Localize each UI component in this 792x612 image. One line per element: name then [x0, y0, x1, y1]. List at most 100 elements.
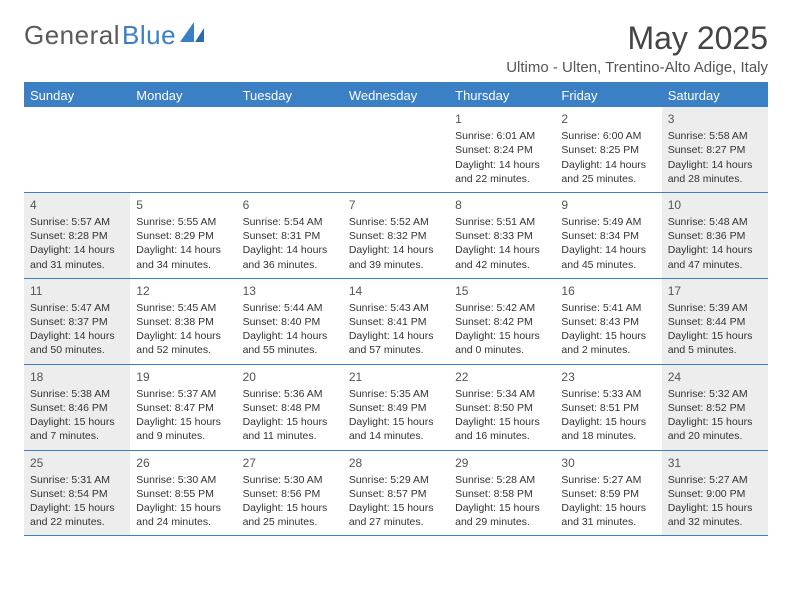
sunset-text: Sunset: 8:44 PM — [668, 315, 762, 329]
day-number: 17 — [668, 283, 762, 299]
sunrise-text: Sunrise: 5:44 AM — [243, 301, 337, 315]
daylight-text: Daylight: 15 hours and 24 minutes. — [136, 501, 230, 529]
day-cell: 29Sunrise: 5:28 AMSunset: 8:58 PMDayligh… — [449, 451, 555, 536]
day-number: 25 — [30, 455, 124, 471]
day-number: 12 — [136, 283, 230, 299]
day-number: 2 — [561, 111, 655, 127]
day-cell: 16Sunrise: 5:41 AMSunset: 8:43 PMDayligh… — [555, 279, 661, 364]
day-header: Tuesday — [237, 84, 343, 107]
day-cell-empty — [343, 107, 449, 192]
title-block: May 2025 Ultimo - Ulten, Trentino-Alto A… — [506, 20, 768, 76]
sunset-text: Sunset: 8:47 PM — [136, 401, 230, 415]
sunset-text: Sunset: 8:37 PM — [30, 315, 124, 329]
week-row: 4Sunrise: 5:57 AMSunset: 8:28 PMDaylight… — [24, 193, 768, 279]
sunset-text: Sunset: 8:43 PM — [561, 315, 655, 329]
day-cell: 27Sunrise: 5:30 AMSunset: 8:56 PMDayligh… — [237, 451, 343, 536]
sunrise-text: Sunrise: 5:29 AM — [349, 473, 443, 487]
daylight-text: Daylight: 15 hours and 9 minutes. — [136, 415, 230, 443]
day-cell: 28Sunrise: 5:29 AMSunset: 8:57 PMDayligh… — [343, 451, 449, 536]
sunrise-text: Sunrise: 5:43 AM — [349, 301, 443, 315]
day-number: 5 — [136, 197, 230, 213]
day-number: 19 — [136, 369, 230, 385]
day-header: Friday — [555, 84, 661, 107]
day-header: Monday — [130, 84, 236, 107]
daylight-text: Daylight: 14 hours and 57 minutes. — [349, 329, 443, 357]
sunset-text: Sunset: 8:59 PM — [561, 487, 655, 501]
sunrise-text: Sunrise: 5:28 AM — [455, 473, 549, 487]
day-cell: 15Sunrise: 5:42 AMSunset: 8:42 PMDayligh… — [449, 279, 555, 364]
sunrise-text: Sunrise: 6:01 AM — [455, 129, 549, 143]
daylight-text: Daylight: 14 hours and 45 minutes. — [561, 243, 655, 271]
day-header: Thursday — [449, 84, 555, 107]
day-number: 16 — [561, 283, 655, 299]
day-header: Saturday — [662, 84, 768, 107]
daylight-text: Daylight: 15 hours and 22 minutes. — [30, 501, 124, 529]
sunrise-text: Sunrise: 5:30 AM — [243, 473, 337, 487]
weeks-container: 1Sunrise: 6:01 AMSunset: 8:24 PMDaylight… — [24, 107, 768, 536]
daylight-text: Daylight: 15 hours and 5 minutes. — [668, 329, 762, 357]
logo-sail-icon — [180, 22, 206, 49]
daylight-text: Daylight: 14 hours and 34 minutes. — [136, 243, 230, 271]
day-cell-empty — [237, 107, 343, 192]
sunrise-text: Sunrise: 5:39 AM — [668, 301, 762, 315]
day-cell: 20Sunrise: 5:36 AMSunset: 8:48 PMDayligh… — [237, 365, 343, 450]
sunrise-text: Sunrise: 5:36 AM — [243, 387, 337, 401]
day-cell: 17 Sunrise: 5:39 AMSunset: 8:44 PMDayligh… — [662, 279, 768, 364]
sunset-text: Sunset: 8:50 PM — [455, 401, 549, 415]
day-cell-empty — [130, 107, 236, 192]
sunrise-text: Sunrise: 5:51 AM — [455, 215, 549, 229]
day-number: 26 — [136, 455, 230, 471]
sunrise-text: Sunrise: 5:55 AM — [136, 215, 230, 229]
week-row: 25Sunrise: 5:31 AMSunset: 8:54 PMDayligh… — [24, 451, 768, 537]
day-cell: 5Sunrise: 5:55 AMSunset: 8:29 PMDaylight… — [130, 193, 236, 278]
sunset-text: Sunset: 8:36 PM — [668, 229, 762, 243]
day-number: 8 — [455, 197, 549, 213]
sunrise-text: Sunrise: 5:37 AM — [136, 387, 230, 401]
day-cell: 23Sunrise: 5:33 AMSunset: 8:51 PMDayligh… — [555, 365, 661, 450]
day-number: 29 — [455, 455, 549, 471]
sunrise-text: Sunrise: 5:47 AM — [30, 301, 124, 315]
day-cell: 26Sunrise: 5:30 AMSunset: 8:55 PMDayligh… — [130, 451, 236, 536]
day-number: 22 — [455, 369, 549, 385]
daylight-text: Daylight: 15 hours and 32 minutes. — [668, 501, 762, 529]
day-number: 3 — [668, 111, 762, 127]
day-number: 24 — [668, 369, 762, 385]
day-cell: 25Sunrise: 5:31 AMSunset: 8:54 PMDayligh… — [24, 451, 130, 536]
daylight-text: Daylight: 15 hours and 25 minutes. — [243, 501, 337, 529]
day-cell: 6Sunrise: 5:54 AMSunset: 8:31 PMDaylight… — [237, 193, 343, 278]
sunset-text: Sunset: 8:51 PM — [561, 401, 655, 415]
daylight-text: Daylight: 15 hours and 18 minutes. — [561, 415, 655, 443]
sunrise-text: Sunrise: 5:45 AM — [136, 301, 230, 315]
sunrise-text: Sunrise: 5:42 AM — [455, 301, 549, 315]
sunrise-text: Sunrise: 5:52 AM — [349, 215, 443, 229]
sunrise-text: Sunrise: 5:38 AM — [30, 387, 124, 401]
sunset-text: Sunset: 8:34 PM — [561, 229, 655, 243]
sunset-text: Sunset: 8:33 PM — [455, 229, 549, 243]
day-cell: 12Sunrise: 5:45 AMSunset: 8:38 PMDayligh… — [130, 279, 236, 364]
sunset-text: Sunset: 8:41 PM — [349, 315, 443, 329]
sunrise-text: Sunrise: 5:27 AM — [668, 473, 762, 487]
daylight-text: Daylight: 15 hours and 16 minutes. — [455, 415, 549, 443]
sunset-text: Sunset: 8:54 PM — [30, 487, 124, 501]
day-number: 9 — [561, 197, 655, 213]
sunset-text: Sunset: 8:32 PM — [349, 229, 443, 243]
day-number: 23 — [561, 369, 655, 385]
sunset-text: Sunset: 8:48 PM — [243, 401, 337, 415]
daylight-text: Daylight: 14 hours and 55 minutes. — [243, 329, 337, 357]
day-cell: 18Sunrise: 5:38 AMSunset: 8:46 PMDayligh… — [24, 365, 130, 450]
daylight-text: Daylight: 14 hours and 22 minutes. — [455, 158, 549, 186]
sunrise-text: Sunrise: 5:27 AM — [561, 473, 655, 487]
day-number: 31 — [668, 455, 762, 471]
day-number: 28 — [349, 455, 443, 471]
week-row: 18Sunrise: 5:38 AMSunset: 8:46 PMDayligh… — [24, 365, 768, 451]
day-number: 15 — [455, 283, 549, 299]
day-number: 1 — [455, 111, 549, 127]
day-number: 6 — [243, 197, 337, 213]
day-number: 21 — [349, 369, 443, 385]
daylight-text: Daylight: 14 hours and 28 minutes. — [668, 158, 762, 186]
daylight-text: Daylight: 15 hours and 11 minutes. — [243, 415, 337, 443]
day-cell: 8Sunrise: 5:51 AMSunset: 8:33 PMDaylight… — [449, 193, 555, 278]
sunset-text: Sunset: 8:52 PM — [668, 401, 762, 415]
daylight-text: Daylight: 15 hours and 14 minutes. — [349, 415, 443, 443]
daylight-text: Daylight: 14 hours and 47 minutes. — [668, 243, 762, 271]
